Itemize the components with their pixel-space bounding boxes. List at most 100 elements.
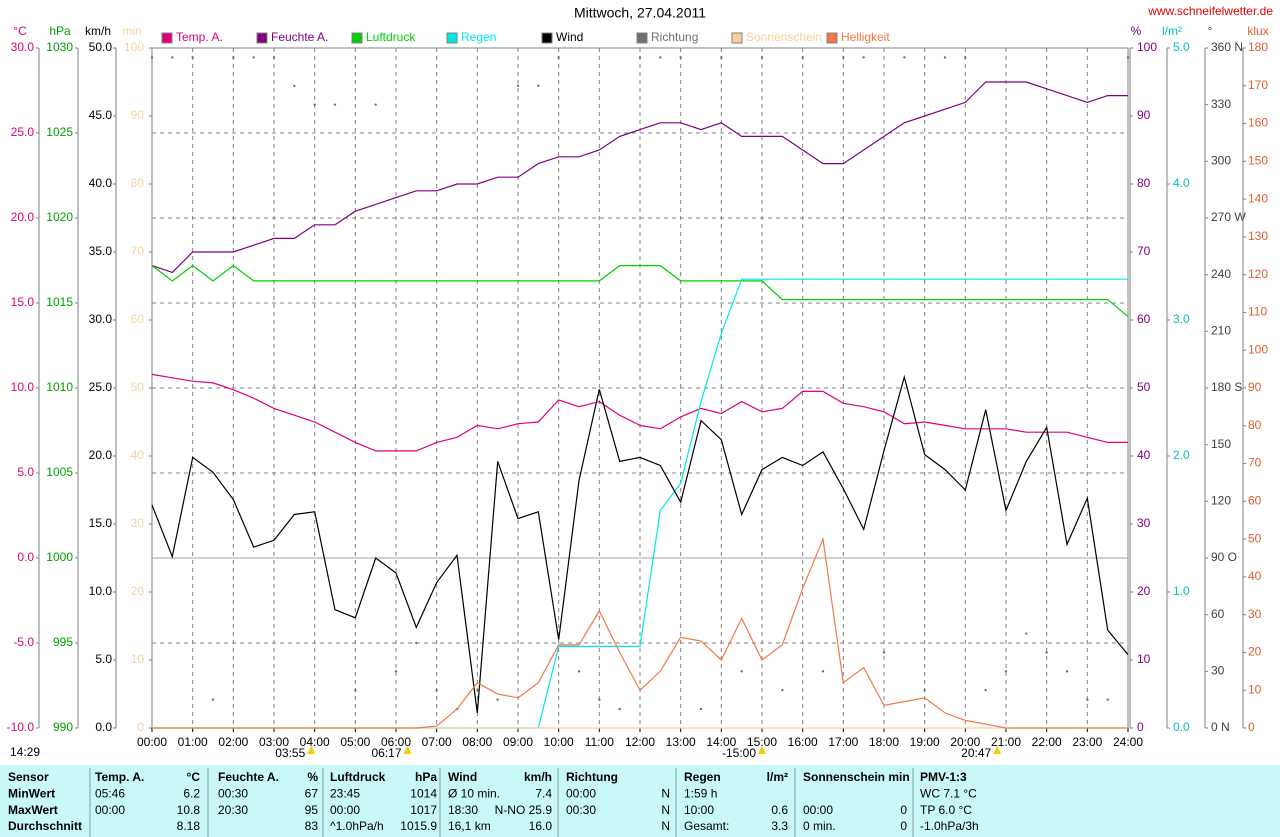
point — [1004, 670, 1008, 673]
table-cell: Ø 10 min. — [448, 786, 500, 800]
table-cell: 23:45 — [330, 786, 360, 800]
point — [1065, 670, 1069, 673]
legend-label: Wind — [556, 30, 583, 44]
point — [476, 689, 479, 692]
y-tick-label: 40 — [1248, 569, 1262, 583]
y-tick-label: 20 — [1248, 645, 1262, 659]
table-cell: 00:00 — [95, 803, 125, 817]
y-tick-label: 60 — [131, 312, 145, 326]
x-tick-label: 07:00 — [422, 735, 452, 749]
legend-label: Luftdruck — [366, 30, 416, 44]
table-background — [0, 765, 1280, 837]
table-cell: PMV-1:3 — [920, 770, 967, 784]
point — [313, 103, 316, 106]
table-cell: Feuchte A. — [218, 770, 279, 784]
point — [293, 84, 296, 87]
y-tick-label: 80 — [1137, 176, 1151, 190]
x-tick-label: 14:00 — [706, 735, 736, 749]
legend-label: Regen — [461, 30, 496, 44]
point — [598, 698, 601, 701]
x-tick-label: 16:00 — [788, 735, 818, 749]
legend-label: Helligkeit — [841, 30, 890, 44]
y-tick-label: 1015 — [46, 295, 73, 309]
y-tick-label: 0 — [1137, 720, 1144, 734]
table-cell: 1:59 h — [684, 786, 717, 800]
table-cell: 0 min. — [803, 819, 836, 833]
point — [1106, 698, 1109, 701]
table-cell: °C — [187, 770, 201, 784]
table-cell: N-NO 25.9 — [495, 803, 553, 817]
legend-swatch — [826, 32, 838, 44]
y-tick-label: 180 S — [1211, 380, 1242, 394]
point — [964, 56, 967, 59]
marker-label: 20:47 — [961, 746, 991, 760]
point — [415, 641, 418, 645]
timestamp: 14:29 — [10, 745, 40, 759]
series-line — [151, 81, 1128, 274]
axis-unit: km/h — [85, 24, 111, 38]
y-tick-label: 0 N — [1211, 720, 1230, 734]
y-tick-label: 130 — [1248, 229, 1268, 243]
y-tick-label: 120 — [1211, 494, 1231, 508]
y-tick-label: 90 — [1137, 108, 1151, 122]
y-tick-label: 60 — [1211, 607, 1225, 621]
y-tick-label: 15.0 — [89, 516, 113, 530]
point — [618, 707, 621, 711]
legend-swatch — [731, 32, 743, 44]
y-tick-label: 40 — [1137, 448, 1151, 462]
table-cell: 95 — [305, 803, 319, 817]
table-cell: 7.4 — [535, 786, 552, 800]
point — [1045, 651, 1048, 654]
series-line — [151, 374, 1129, 714]
point — [435, 689, 438, 692]
point — [496, 698, 499, 701]
y-tick-label: 30.0 — [11, 40, 35, 54]
axis-unit: min — [122, 24, 141, 38]
y-tick-label: -5.0 — [13, 635, 34, 649]
point — [781, 689, 784, 692]
axis-unit: klux — [1247, 24, 1268, 38]
y-tick-label: 0 — [1248, 720, 1255, 734]
y-tick-label: 80 — [1248, 418, 1262, 432]
y-tick-label: 300 — [1211, 154, 1231, 168]
axis-unit: % — [1131, 24, 1142, 38]
y-tick-label: 140 — [1248, 191, 1268, 205]
y-tick-label: 100 — [1248, 342, 1268, 356]
y-tick-label: 80 — [131, 176, 145, 190]
y-tick-label: 1000 — [46, 550, 73, 564]
y-tick-label: 30 — [131, 516, 145, 530]
y-tick-label: 990 — [53, 720, 73, 734]
table-cell: ^1.0hPa/h — [330, 819, 384, 833]
marker — [307, 746, 316, 754]
y-tick-label: -10.0 — [7, 720, 35, 734]
y-tick-label: 50 — [1137, 380, 1151, 394]
x-tick-label: 04:00 — [300, 735, 330, 749]
legend-swatch — [351, 32, 363, 44]
point — [720, 56, 723, 59]
y-tick-label: 0 — [137, 720, 144, 734]
y-tick-label: 20.0 — [89, 448, 113, 462]
y-tick-label: 70 — [131, 244, 145, 258]
x-tick-label: 22:00 — [1032, 735, 1062, 749]
point — [171, 56, 174, 59]
point — [903, 56, 906, 59]
table-cell: TP 6.0 °C — [920, 803, 972, 817]
table-cell: Temp. A. — [95, 770, 144, 784]
table-cell: 10:00 — [684, 803, 714, 817]
y-tick-label: 100 — [124, 40, 144, 54]
point — [1086, 698, 1089, 701]
table-cell: 00:00 — [330, 803, 360, 817]
y-tick-label: 330 — [1211, 97, 1231, 111]
y-tick-label: 110 — [1248, 305, 1267, 319]
y-tick-label: 10 — [1248, 682, 1262, 696]
marker — [993, 746, 1002, 754]
table-cell: 10.8 — [177, 803, 201, 817]
y-tick-label: 5.0 — [95, 652, 112, 666]
y-tick-label: 210 — [1211, 324, 1231, 338]
y-tick-label: 10 — [1137, 652, 1151, 666]
y-tick-label: 3.0 — [1173, 312, 1190, 326]
y-tick-label: 170 — [1248, 78, 1268, 92]
point — [150, 56, 154, 59]
table-cell: 00:00 — [803, 803, 833, 817]
table-cell: 6.2 — [183, 786, 200, 800]
